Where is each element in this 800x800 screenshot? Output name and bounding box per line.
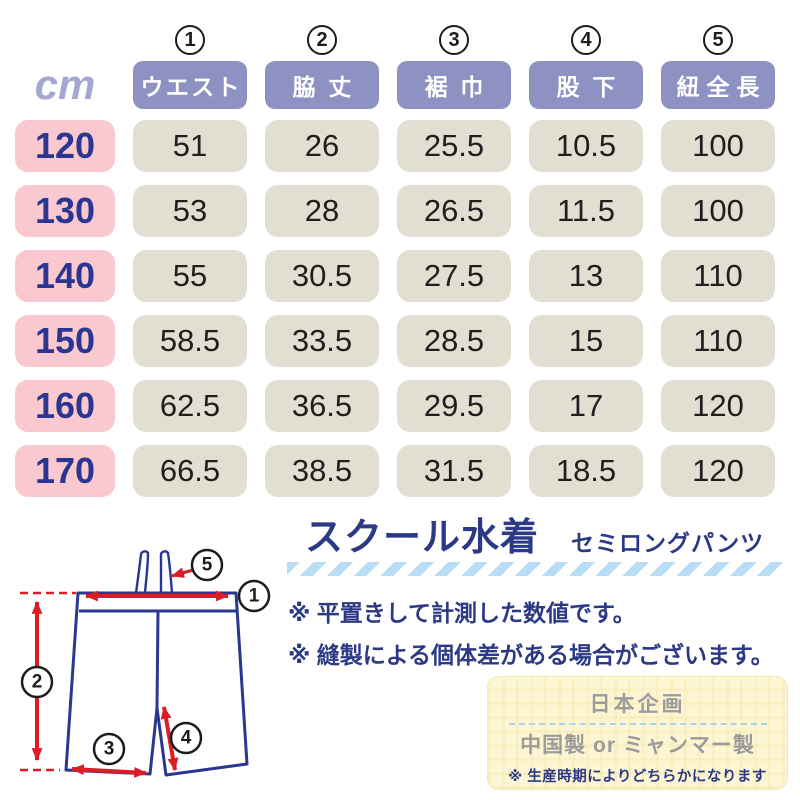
table-row-140: 140 55 30.5 27.5 13 110	[15, 250, 785, 302]
value-cell: 27.5	[397, 250, 511, 302]
value-cell: 25.5	[397, 120, 511, 172]
table-row-150: 150 58.5 33.5 28.5 15 110	[15, 315, 785, 367]
size-cell: 130	[15, 185, 115, 237]
value-cell: 36.5	[265, 380, 379, 432]
value-cell: 26.5	[397, 185, 511, 237]
size-cell: 150	[15, 315, 115, 367]
callout-4-icon: 4	[169, 721, 203, 755]
column-header-hem-width: 裾巾	[397, 61, 511, 109]
size-table: 1 2 3 4 5 cm ウエスト 脇丈 裾巾 股下 紐全長 120 51 26…	[15, 25, 785, 510]
value-cell: 100	[661, 185, 775, 237]
callout-number: 3	[104, 739, 115, 760]
diagram-callouts: 1 2 3 4 5	[20, 548, 271, 766]
table-row-160: 160 62.5 36.5 29.5 17 120	[15, 380, 785, 432]
callout-3-icon: 3	[92, 732, 126, 766]
measure-number-badge-5: 5	[703, 25, 733, 55]
value-cell: 13	[529, 250, 643, 302]
value-cell: 28.5	[397, 315, 511, 367]
column-header-cord-length: 紐全長	[661, 61, 775, 109]
value-cell: 53	[133, 185, 247, 237]
callout-5-icon: 5	[190, 548, 224, 582]
size-cell: 160	[15, 380, 115, 432]
value-cell: 38.5	[265, 445, 379, 497]
value-cell: 30.5	[265, 250, 379, 302]
column-header-inseam: 股下	[529, 61, 643, 109]
product-subtitle: セミロングパンツ	[571, 530, 765, 556]
measure-number-badge-1: 1	[175, 25, 205, 55]
cord-pointer-line	[170, 567, 194, 578]
table-row-170: 170 66.5 38.5 31.5 18.5 120	[15, 445, 785, 497]
value-cell: 110	[661, 315, 775, 367]
value-cell: 28	[265, 185, 379, 237]
value-cell: 17	[529, 380, 643, 432]
value-cell: 120	[661, 380, 775, 432]
unit-label: cm	[34, 61, 96, 108]
note-flat-measure: ※ 平置きして計測した数値です。	[288, 600, 636, 626]
value-cell: 18.5	[529, 445, 643, 497]
origin-made-label: 中国製 or ミャンマー製	[520, 734, 755, 757]
value-cell: 66.5	[133, 445, 247, 497]
size-cell: 170	[15, 445, 115, 497]
size-cell: 120	[15, 120, 115, 172]
value-cell: 11.5	[529, 185, 643, 237]
measure-number-badge-4: 4	[571, 25, 601, 55]
value-cell: 33.5	[265, 315, 379, 367]
size-cell: 140	[15, 250, 115, 302]
measure-number-badge-3: 3	[439, 25, 469, 55]
value-cell: 62.5	[133, 380, 247, 432]
callout-number: 4	[181, 728, 192, 749]
origin-note: ※ 生産時期によりどちらかになります	[508, 769, 767, 785]
inseam-arrow	[160, 705, 179, 772]
callout-number: 2	[32, 672, 43, 693]
drawstring-icon	[134, 550, 174, 595]
table-row-130: 130 53 28 26.5 11.5 100	[15, 185, 785, 237]
pants-measurement-diagram: 1 2 3 4 5	[20, 548, 271, 778]
spacer	[15, 25, 115, 55]
value-cell: 55	[133, 250, 247, 302]
note-sewing-variance: ※ 縫製による個体差がある場合がございます。	[288, 642, 774, 668]
column-header-side-length: 脇丈	[265, 61, 379, 109]
value-cell: 31.5	[397, 445, 511, 497]
value-cell: 10.5	[529, 120, 643, 172]
product-title: スクール水着	[305, 517, 540, 559]
table-row-120: 120 51 26 25.5 10.5 100	[15, 120, 785, 172]
callout-1-icon: 1	[237, 579, 271, 613]
measurement-notes: ※ 平置きして計測した数値です。 ※ 縫製による個体差がある場合がございます。	[288, 592, 774, 676]
origin-planned-label: 日本企画	[589, 693, 686, 716]
callout-number: 5	[202, 555, 213, 576]
value-cell: 100	[661, 120, 775, 172]
value-cell: 110	[661, 250, 775, 302]
origin-info-box: 日本企画 中国製 or ミャンマー製 ※ 生産時期によりどちらかになります	[487, 676, 788, 790]
callout-2-icon: 2	[20, 665, 54, 699]
column-header-waist: ウエスト	[133, 61, 247, 109]
hem-width-arrow	[70, 764, 148, 778]
value-cell: 58.5	[133, 315, 247, 367]
table-header-row: cm ウエスト 脇丈 裾巾 股下 紐全長	[15, 61, 785, 109]
product-title-row: スクール水着 セミロングパンツ	[305, 506, 785, 561]
value-cell: 26	[265, 120, 379, 172]
decorative-stripe	[287, 562, 783, 576]
callout-number: 1	[249, 586, 260, 607]
value-cell: 120	[661, 445, 775, 497]
divider	[508, 723, 767, 725]
value-cell: 29.5	[397, 380, 511, 432]
value-cell: 15	[529, 315, 643, 367]
value-cell: 51	[133, 120, 247, 172]
measure-number-badge-2: 2	[307, 25, 337, 55]
measure-number-row: 1 2 3 4 5	[15, 25, 785, 55]
